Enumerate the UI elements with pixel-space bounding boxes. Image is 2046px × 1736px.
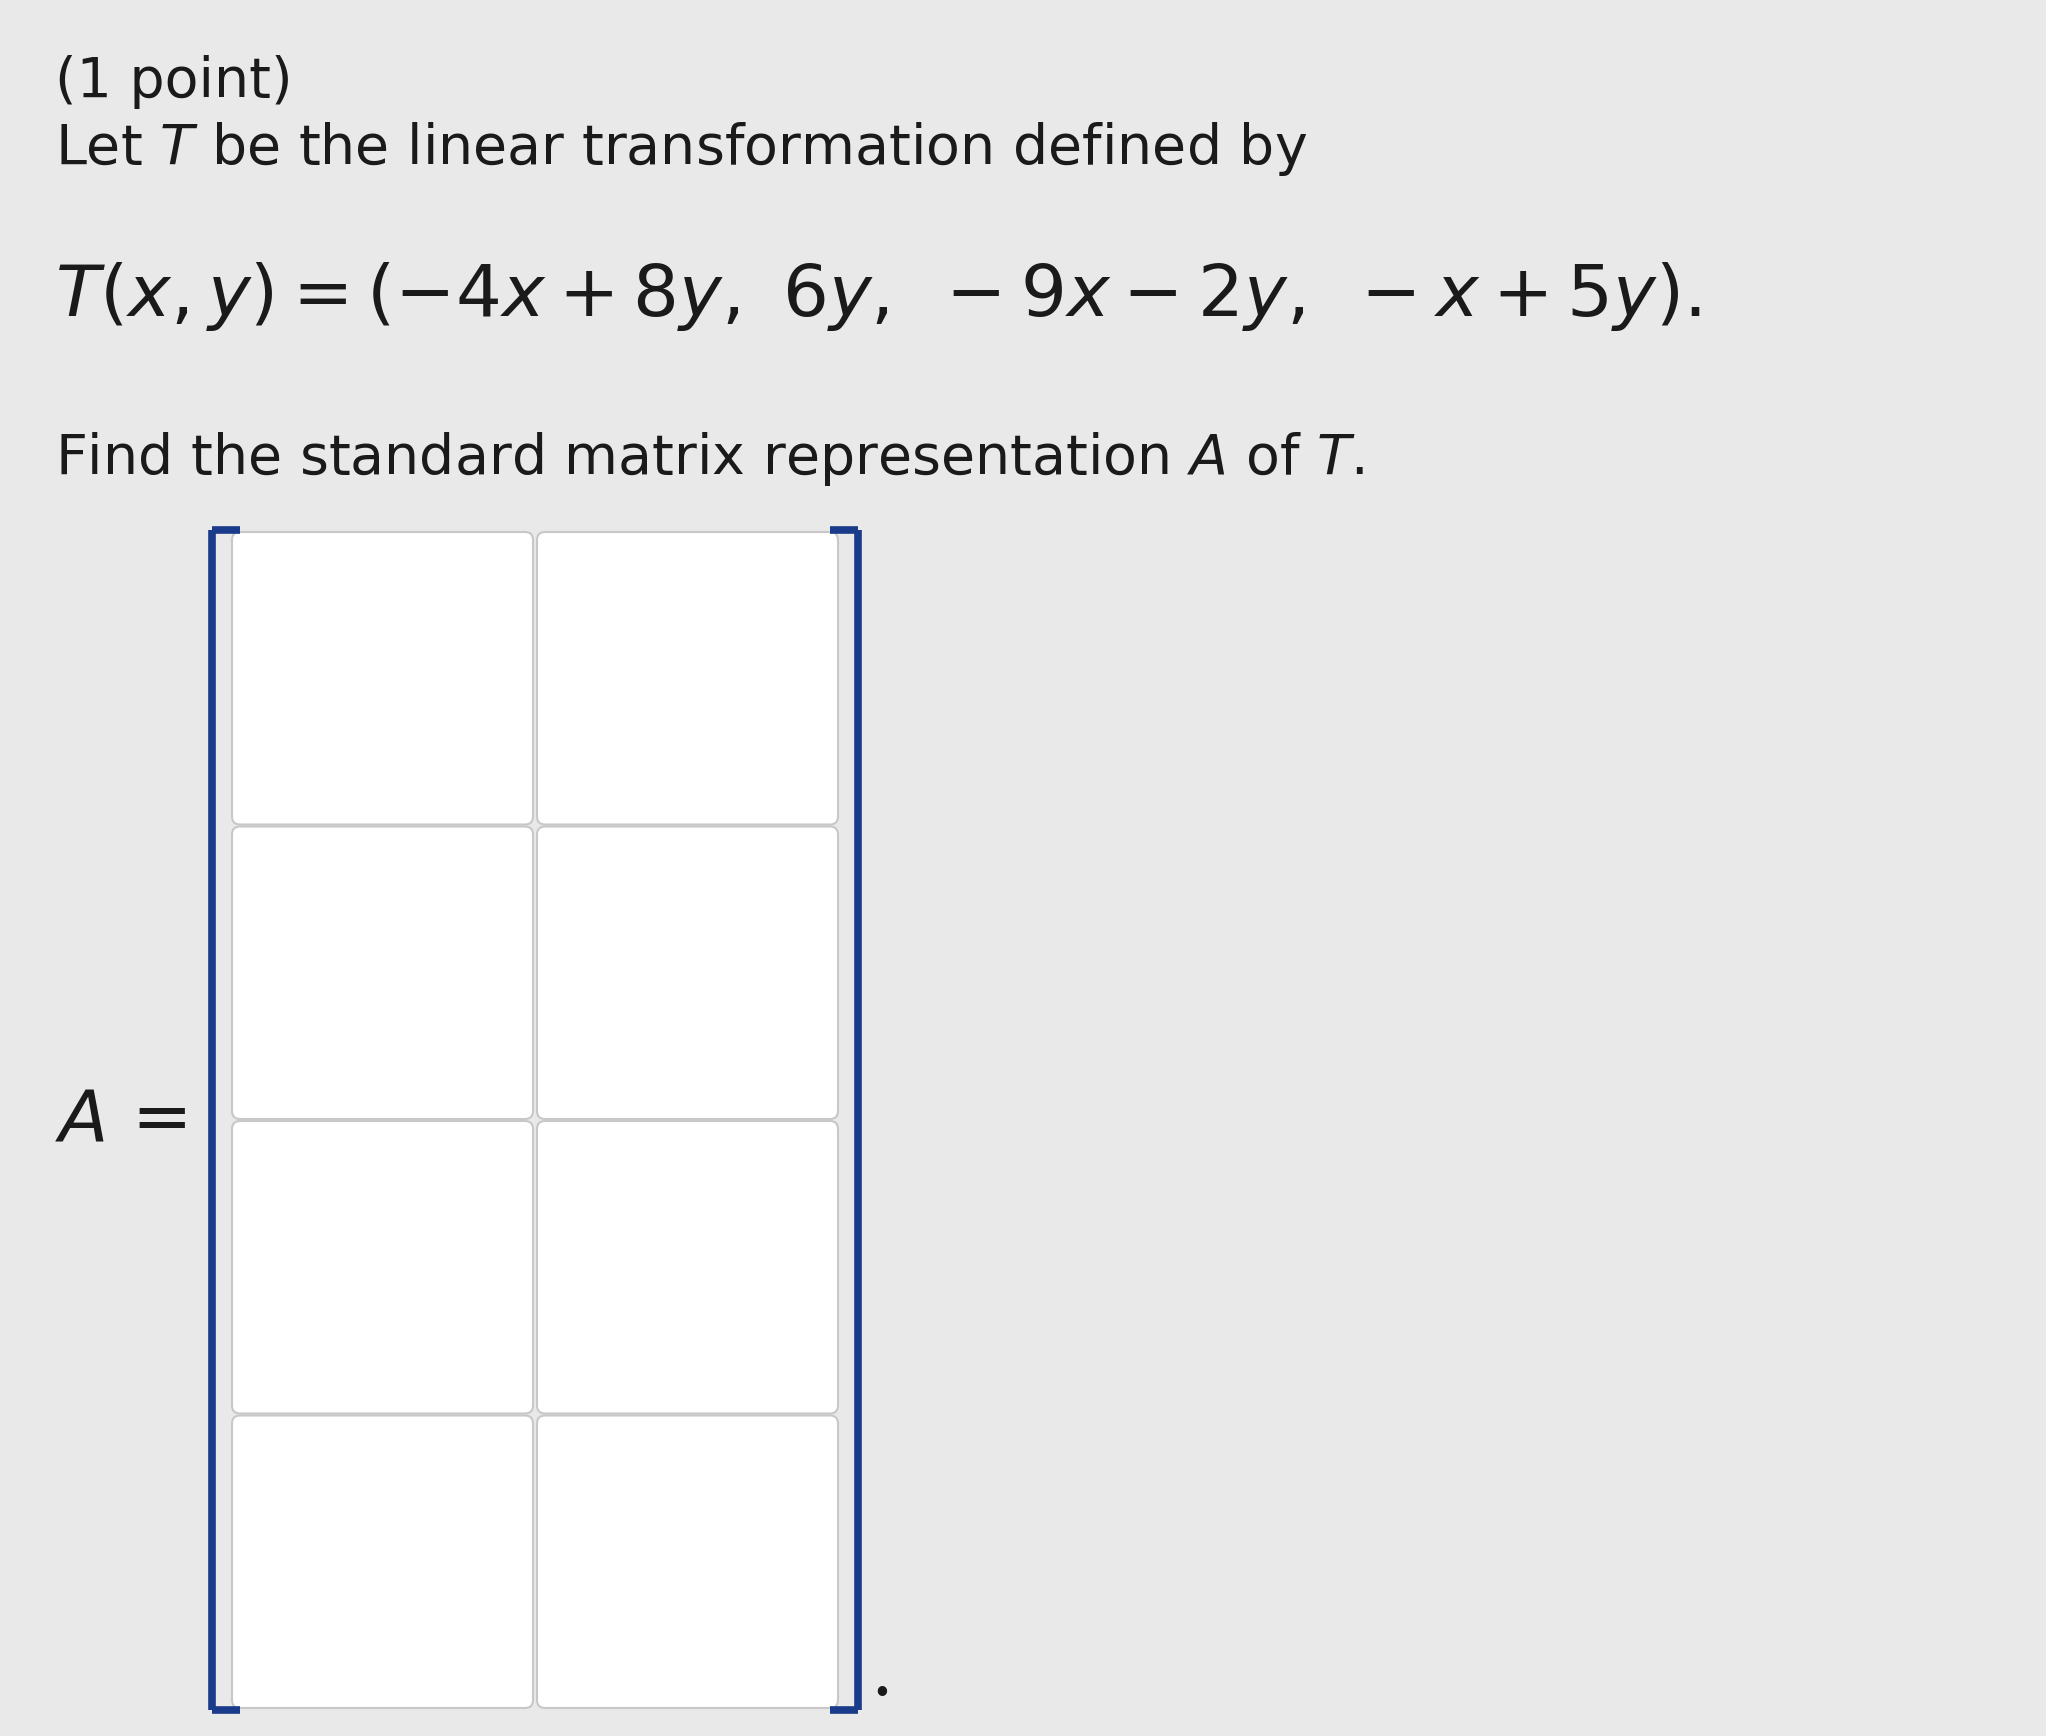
FancyBboxPatch shape — [231, 1415, 534, 1708]
Text: $T(x, y) = (-4x + 8y,\ 6y,\ -9x - 2y,\ -x + 5y).$: $T(x, y) = (-4x + 8y,\ 6y,\ -9x - 2y,\ -… — [55, 260, 1700, 333]
FancyBboxPatch shape — [536, 531, 839, 825]
FancyBboxPatch shape — [536, 1121, 839, 1413]
FancyBboxPatch shape — [231, 826, 534, 1120]
Text: (1 point): (1 point) — [55, 56, 293, 109]
FancyBboxPatch shape — [231, 531, 534, 825]
FancyBboxPatch shape — [536, 826, 839, 1120]
Text: Let $T$ be the linear transformation defined by: Let $T$ be the linear transformation def… — [55, 120, 1307, 179]
FancyBboxPatch shape — [231, 1121, 534, 1413]
Text: .: . — [870, 1639, 892, 1710]
Text: Find the standard matrix representation $A$ of $T$.: Find the standard matrix representation … — [55, 431, 1365, 488]
Text: $A$ =: $A$ = — [55, 1085, 186, 1154]
FancyBboxPatch shape — [536, 1415, 839, 1708]
